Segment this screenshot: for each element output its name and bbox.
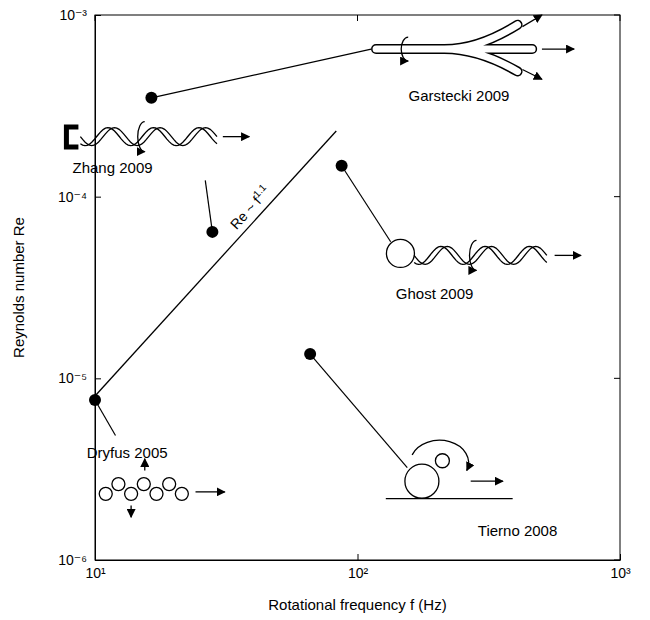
icon-zhang — [66, 122, 249, 152]
helix — [414, 246, 547, 264]
x-tick-label: 10² — [348, 565, 369, 581]
y-axis-line — [95, 16, 96, 561]
bead — [99, 487, 112, 500]
y-tick: 10⁻³ — [59, 7, 101, 23]
line-annotation: Re ~ f1.1 — [225, 182, 273, 233]
x-axis-line — [96, 560, 621, 561]
rotation-arrow — [470, 240, 477, 270]
y-tick-label: 10⁻⁶ — [58, 552, 87, 568]
head — [66, 127, 78, 147]
arrow — [223, 136, 249, 137]
tube-inner — [376, 25, 532, 72]
plot-frame — [95, 15, 620, 560]
y-tick-mark-right — [614, 560, 620, 561]
x-tick: 10² — [348, 554, 369, 581]
point-label: Dryfus 2005 — [87, 444, 168, 461]
x-tick-label: 10³ — [610, 565, 631, 581]
y-tick-label: 10⁻⁵ — [58, 370, 87, 386]
arrow — [555, 255, 581, 256]
arrow — [196, 491, 225, 492]
y-tick-label: 10⁻³ — [59, 7, 87, 23]
x-axis: 10¹ 10² 10³ — [85, 554, 631, 581]
y-tick-mark — [95, 197, 101, 198]
y-tick: 10⁻⁶ — [58, 552, 101, 568]
x-axis-title: Rotational frequency f (Hz) — [268, 596, 446, 613]
tube-outline — [376, 25, 532, 72]
icon-tierno — [386, 440, 513, 498]
helix — [80, 128, 217, 146]
icon-garstecki — [376, 15, 574, 79]
x-tick-mark — [620, 554, 621, 560]
arrow — [522, 70, 542, 80]
wall — [386, 498, 513, 499]
y-tick-mark — [95, 560, 101, 561]
point-labels: Dryfus 2005 Zhang 2009 Garstecki 2009 Ghost… — [73, 49, 558, 539]
leader-line — [342, 166, 391, 242]
icon-ghost — [386, 239, 581, 270]
bead — [150, 487, 163, 500]
small-bead — [435, 454, 449, 468]
arrow — [471, 481, 503, 482]
arrow — [130, 506, 131, 518]
right-ticks — [614, 15, 620, 560]
leader-line — [310, 354, 407, 467]
point-label: Tierno 2008 — [478, 522, 558, 539]
point-label: Garstecki 2009 — [409, 87, 510, 104]
leader-line — [95, 400, 115, 435]
helix — [80, 128, 217, 146]
bead — [112, 478, 125, 491]
rotation-arrow — [412, 440, 468, 470]
y-axis: 10⁻⁶ 10⁻⁵ 10⁻⁴ 10⁻³ — [58, 7, 101, 568]
icon-dryfus — [99, 459, 225, 517]
icons — [66, 15, 581, 517]
y-tick-mark-right — [614, 378, 620, 379]
y-axis-title: Reynolds number Re — [10, 217, 27, 358]
arrow — [542, 48, 574, 49]
big-bead — [405, 464, 439, 498]
bead — [125, 487, 138, 500]
point-label: Ghost 2009 — [396, 285, 474, 302]
y-tick: 10⁻⁴ — [58, 189, 101, 205]
y-tick-mark — [95, 378, 101, 379]
annotation-superscript: 1.1 — [251, 182, 269, 200]
x-tick-label: 10¹ — [85, 565, 106, 581]
leader-line — [205, 180, 212, 231]
x-tick-mark-top — [357, 15, 358, 21]
y-tick-mark-right — [614, 15, 620, 16]
x-tick-mark-top — [620, 15, 621, 21]
bead — [175, 487, 188, 500]
bead — [163, 478, 176, 491]
point-label: Zhang 2009 — [73, 159, 153, 176]
y-tick-label: 10⁻⁴ — [58, 189, 87, 205]
x-tick-mark — [358, 554, 359, 560]
y-tick-mark — [95, 15, 101, 16]
helix — [414, 246, 547, 264]
x-tick-mark-top — [95, 15, 96, 21]
arrow — [522, 15, 542, 27]
chart: 10¹ 10² 10³ 10⁻⁶ 10⁻⁵ 10⁻⁴ 10⁻³ Rotational freq… — [0, 0, 650, 620]
y-tick: 10⁻⁵ — [58, 370, 101, 386]
x-tick: 10³ — [610, 554, 631, 581]
rotation-arrow — [138, 122, 145, 152]
bead — [137, 478, 150, 491]
leader-line — [151, 49, 371, 98]
head — [386, 239, 414, 267]
y-tick-mark-right — [614, 196, 620, 197]
rotation-arrow — [401, 37, 408, 61]
